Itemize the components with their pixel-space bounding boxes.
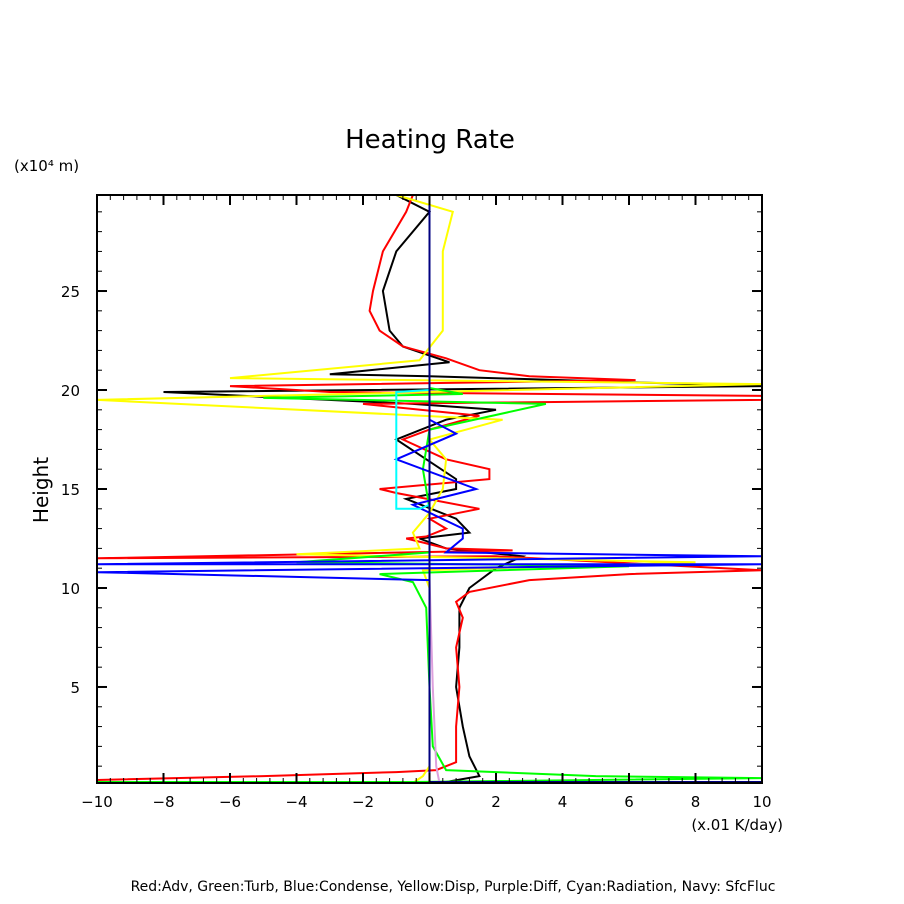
x-tick-label: −2 [352, 793, 374, 811]
x-unit-label: (x.01 K/day) [691, 816, 783, 834]
x-tick-label: 0 [425, 793, 435, 811]
x-tick-label: 2 [491, 793, 501, 811]
y-tick-label: 10 [61, 580, 80, 598]
x-tick-label: 10 [752, 793, 771, 811]
y-tick-label: 20 [61, 382, 80, 400]
x-tick-label: 4 [558, 793, 568, 811]
x-tick-label: 8 [691, 793, 701, 811]
y-tick-label: 5 [70, 679, 80, 697]
x-tick-label: −10 [81, 793, 113, 811]
series-line-total [163, 194, 763, 783]
series-line-turb [97, 387, 763, 783]
x-tick-label: −4 [285, 793, 307, 811]
y-unit-label: (x10⁴ m) [14, 157, 79, 175]
chart-title: Heating Rate [345, 125, 515, 155]
series-line-radiation [395, 389, 430, 510]
y-tick-label: 25 [61, 283, 80, 301]
series-line-diff [428, 578, 441, 784]
y-tick-label: 15 [61, 481, 80, 499]
y-axis-label: Height [29, 457, 53, 523]
x-tick-label: 6 [624, 793, 634, 811]
series-line-sfcfluc [428, 195, 762, 783]
plot-frame [96, 194, 763, 784]
x-tick-label: −8 [152, 793, 174, 811]
legend-text: Red:Adv, Green:Turb, Blue:Condense, Yell… [131, 879, 776, 895]
series-line-adv [96, 194, 763, 781]
series-line-condense [96, 390, 763, 783]
x-tick-label: −6 [219, 793, 241, 811]
